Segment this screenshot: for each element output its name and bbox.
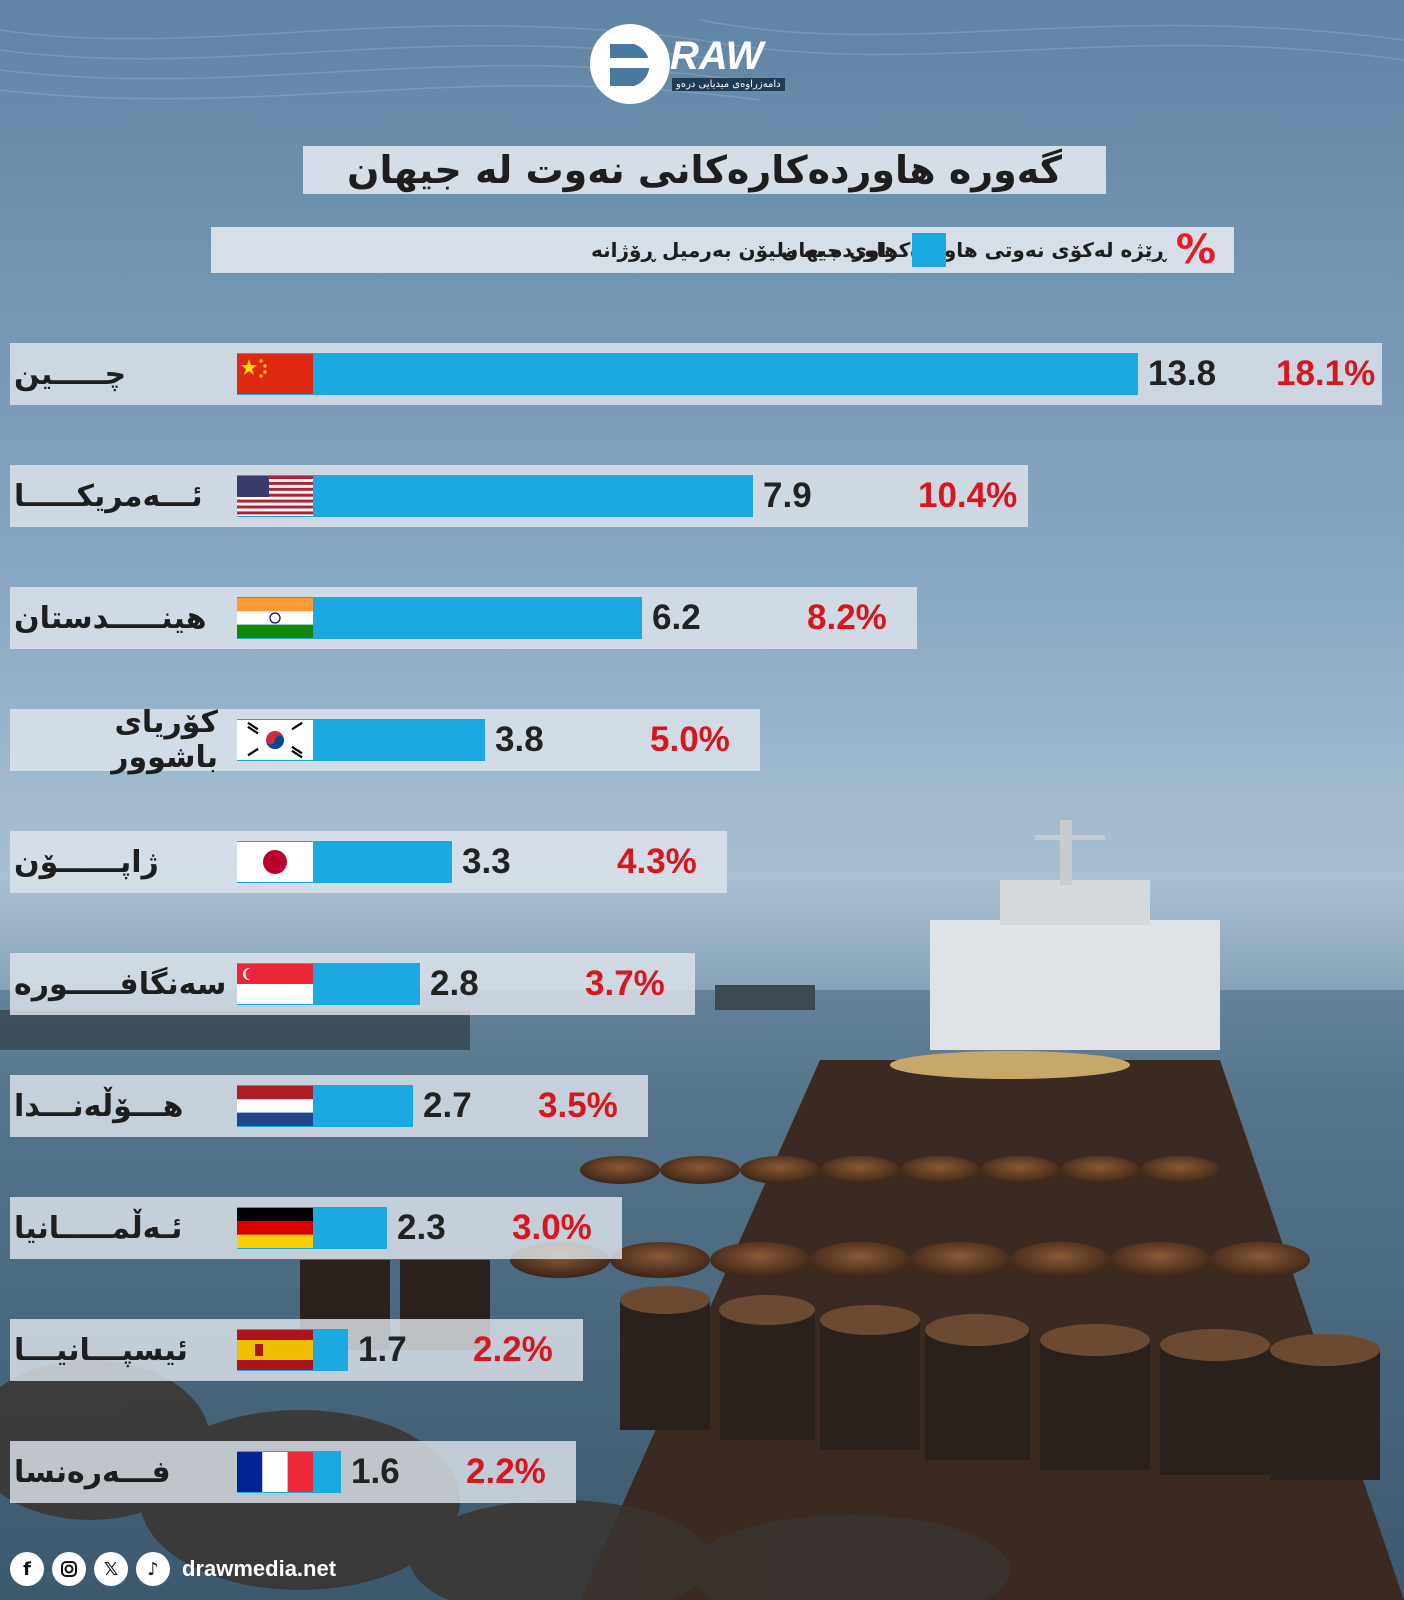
value-label: 3.3 <box>462 842 511 881</box>
bar <box>237 353 1138 395</box>
percent-label: 4.3% <box>617 842 697 881</box>
value-label: 6.2 <box>652 598 701 637</box>
percent-label: 2.2% <box>473 1330 553 1369</box>
category-label: ئـــەمریکـــــا <box>14 478 203 514</box>
legend-percent-label: ڕێژە لەکۆی نەوتی هاوردەکراوی جیهان <box>781 238 1166 262</box>
brand-name: RAW <box>670 34 764 78</box>
value-label: 2.8 <box>430 964 479 1003</box>
france-flag-icon <box>237 1452 313 1492</box>
usa-flag-icon <box>237 476 313 516</box>
facebook-icon[interactable]: f <box>10 1552 44 1586</box>
category-label: کۆریای باشوور <box>111 705 218 775</box>
percent-label: 2.2% <box>466 1452 546 1491</box>
value-label: 3.8 <box>495 720 544 759</box>
website-link[interactable]: drawmedia.net <box>182 1556 337 1581</box>
value-label: 7.9 <box>763 476 812 515</box>
category-label: ئـەڵمـــــانیا <box>14 1210 183 1246</box>
title-banner: گەورە هاوردەکارەکانی نەوت لە جیهان <box>303 146 1106 194</box>
percent-label: 10.4% <box>918 476 1018 515</box>
instagram-icon[interactable] <box>52 1552 86 1586</box>
percent-label: 3.5% <box>538 1086 618 1125</box>
india-flag-icon <box>237 598 313 638</box>
spain-flag-icon <box>237 1330 313 1370</box>
percent-label: 3.0% <box>512 1208 592 1247</box>
germany-flag-icon <box>237 1208 313 1248</box>
draw-logo: RAW دامەزراوەی میدیایی درەو <box>588 22 813 108</box>
category-label: ئیسپـــانیـــا <box>14 1332 188 1368</box>
percent-label: 18.1% <box>1276 354 1376 393</box>
category-label: هـــۆڵەنـــدا <box>14 1088 184 1124</box>
value-label: 2.3 <box>397 1208 446 1247</box>
value-label: 13.8 <box>1148 354 1217 393</box>
value-label: 1.7 <box>358 1330 407 1369</box>
category-label: سەنگافـــــورە <box>14 966 227 1002</box>
singapore-flag-icon <box>237 964 313 1004</box>
legend: % ڕێژە لەکۆی نەوتی هاوردەکراوی جیهان هاو… <box>211 227 1234 273</box>
netherlands-flag-icon <box>237 1086 313 1126</box>
value-label: 1.6 <box>351 1452 400 1491</box>
page-title: گەورە هاوردەکارەکانی نەوت لە جیهان <box>347 148 1062 192</box>
legend-swatch <box>911 233 946 267</box>
south-korea-flag-icon <box>237 720 313 760</box>
bar <box>237 475 753 517</box>
category-label: چـــــین <box>14 356 127 392</box>
japan-flag-icon <box>237 842 313 882</box>
legend-bar-label: هاوردە بە ملیۆن بەرمیل ڕۆژانە <box>591 238 898 262</box>
percent-label: 8.2% <box>807 598 887 637</box>
social-footer: f 𝕏 ♪ drawmedia.net <box>10 1549 336 1589</box>
percent-label: 5.0% <box>650 720 730 759</box>
china-flag-icon <box>237 354 313 394</box>
legend-bar: هاوردە بە ملیۆن بەرمیل ڕۆژانە <box>591 227 946 273</box>
value-label: 2.7 <box>423 1086 472 1125</box>
percent-label: 3.7% <box>585 964 665 1003</box>
legend-percent: % ڕێژە لەکۆی نەوتی هاوردەکراوی جیهان <box>781 227 1216 273</box>
category-label: فـــەرەنسا <box>14 1454 171 1490</box>
tiktok-icon[interactable]: ♪ <box>136 1552 170 1586</box>
x-icon[interactable]: 𝕏 <box>94 1552 128 1586</box>
percent-symbol-icon: % <box>1175 227 1216 273</box>
category-label: ژاپــــــۆن <box>14 844 159 880</box>
category-label: هینـــــدستان <box>14 600 207 636</box>
brand-tagline: دامەزراوەی میدیایی درەو <box>672 78 785 91</box>
